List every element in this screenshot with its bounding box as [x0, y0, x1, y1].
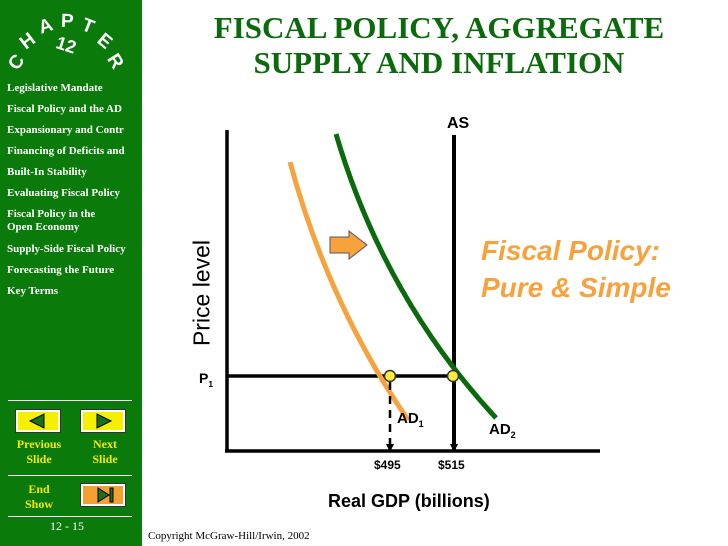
- copyright-notice: Copyright McGraw-Hill/Irwin, 2002: [148, 530, 310, 542]
- p1-label: P1: [199, 370, 213, 389]
- triangle-left-icon: [28, 413, 45, 429]
- y-axis-label: Price level: [188, 239, 215, 347]
- previous-slide-button[interactable]: [15, 409, 61, 433]
- triangle-right-icon: [96, 413, 113, 429]
- sidebar-item-expansionary[interactable]: Expansionary and Contr: [7, 124, 124, 136]
- next-slide-button[interactable]: [80, 409, 126, 433]
- sidebar-divider: [8, 475, 132, 476]
- x-tick-495: $495: [374, 458, 401, 472]
- end-show-label[interactable]: End Show: [24, 482, 53, 511]
- previous-slide-label[interactable]: Previous Slide: [16, 437, 62, 466]
- caption-line-1: Fiscal Policy:: [481, 235, 660, 266]
- shift-arrow-icon: [329, 229, 368, 261]
- sidebar-item-supply-side[interactable]: Supply-Side Fiscal Policy: [7, 243, 126, 255]
- ad2-label-text: AD: [489, 421, 511, 438]
- slide-title-line-1: FISCAL POLICY, AGGREGATE: [213, 10, 665, 45]
- sidebar: C H A P T E R 12 Legislative Mandate Fis…: [0, 0, 142, 546]
- ad2-label-sub: 2: [510, 430, 516, 440]
- fiscal-policy-caption: Fiscal Policy: Pure & Simple: [481, 232, 671, 306]
- sidebar-item-evaluating-fiscal-policy[interactable]: Evaluating Fiscal Policy: [7, 187, 121, 199]
- caption-line-2: Pure & Simple: [481, 272, 671, 303]
- sidebar-item-open-economy[interactable]: Fiscal Policy in the Open Economy: [7, 208, 96, 233]
- sidebar-item-financing-deficits[interactable]: Financing of Deficits and: [7, 145, 125, 157]
- sidebar-item-fiscal-policy-ad[interactable]: Fiscal Policy and the AD: [7, 103, 122, 115]
- slide-title: FISCAL POLICY, AGGREGATE SUPPLY AND INFL…: [150, 10, 728, 80]
- as-label: AS: [447, 115, 470, 132]
- point-ad2-p1: [446, 369, 460, 383]
- ad1-label: AD1: [397, 410, 424, 429]
- page-number: 12 - 15: [50, 519, 84, 533]
- slide-title-line-2: SUPPLY AND INFLATION: [253, 45, 625, 80]
- arrowhead-515: [450, 444, 458, 452]
- point-ad1-p1: [383, 369, 397, 383]
- sidebar-divider: [8, 516, 132, 517]
- x-axis-label: Real GDP (billions): [328, 491, 490, 511]
- ad1-curve: [287, 161, 411, 422]
- ad2-curve: [333, 133, 498, 420]
- arrowhead-495: [386, 444, 394, 452]
- ad1-label-sub: 1: [418, 419, 424, 429]
- ad2-label: AD2: [489, 421, 516, 440]
- p1-label-sub: 1: [208, 378, 214, 389]
- p1-label-text: P: [199, 370, 209, 386]
- sidebar-item-built-in-stability[interactable]: Built-In Stability: [7, 166, 87, 178]
- sidebar-item-key-terms[interactable]: Key Terms: [7, 285, 59, 297]
- sidebar-divider: [8, 400, 132, 401]
- next-slide-label[interactable]: Next Slide: [92, 437, 118, 466]
- ad1-label-text: AD: [397, 410, 419, 427]
- sidebar-item-forecasting[interactable]: Forecasting the Future: [7, 264, 115, 276]
- end-icon: [97, 487, 114, 503]
- end-show-button[interactable]: [80, 483, 126, 507]
- x-tick-515: $515: [438, 458, 465, 472]
- sidebar-item-legislative-mandate[interactable]: Legislative Mandate: [7, 82, 103, 94]
